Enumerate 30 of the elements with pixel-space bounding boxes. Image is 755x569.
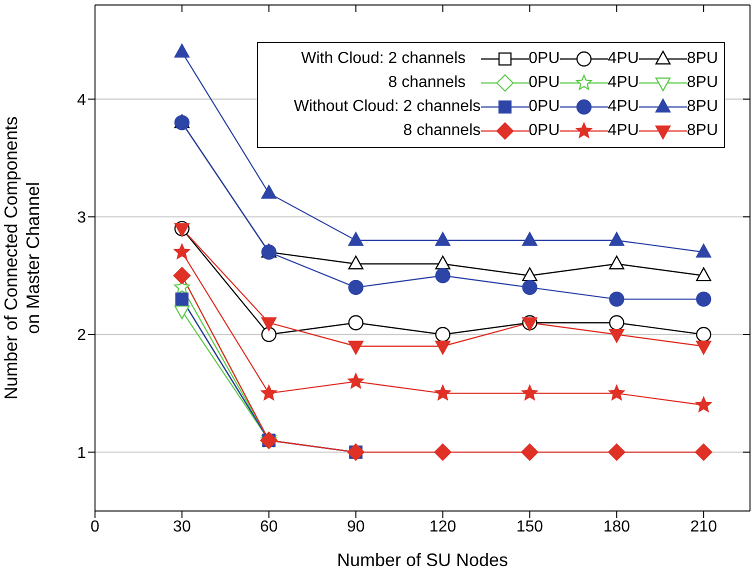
x-tick-label: 210 bbox=[690, 518, 718, 536]
legend-label: 8PU bbox=[686, 98, 718, 116]
x-axis-title: Number of SU Nodes bbox=[336, 550, 508, 569]
annotation: With Cloud: 2 channels bbox=[300, 50, 467, 68]
y-tick-label: 1 bbox=[77, 444, 86, 462]
legend-label: 0PU bbox=[528, 122, 560, 140]
x-tick-label: 180 bbox=[603, 518, 630, 536]
x-tick-label: 150 bbox=[516, 518, 544, 536]
legend-label: 4PU bbox=[608, 122, 639, 140]
legend-label: 0PU bbox=[528, 74, 560, 92]
x-tick-label: 60 bbox=[260, 518, 278, 536]
legend-label: 4PU bbox=[608, 74, 639, 92]
legend-label: 4PU bbox=[608, 98, 639, 116]
legend-label: 8PU bbox=[686, 74, 718, 92]
legend-label: 0PU bbox=[528, 50, 560, 68]
legend-label: 8PU bbox=[686, 122, 718, 140]
y-axis-title: Number of Connected Components on Master Channel bbox=[1, 116, 43, 400]
y-tick-label: 3 bbox=[77, 209, 86, 226]
x-tick-label: 90 bbox=[346, 518, 365, 536]
legend-label: 8PU bbox=[686, 50, 718, 68]
annotation: 8 channels bbox=[402, 122, 481, 140]
x-tick-label: 30 bbox=[173, 518, 191, 536]
x-tick-label: 0 bbox=[90, 518, 100, 536]
annotation: 8 channels bbox=[387, 74, 467, 92]
y-tick-label: 2 bbox=[77, 327, 86, 344]
x-tick-label: 120 bbox=[429, 518, 456, 536]
annotation: Without Cloud: 2 channels bbox=[292, 98, 481, 116]
legend-label: 0PU bbox=[528, 98, 560, 116]
legend-label: 4PU bbox=[608, 50, 639, 68]
y-tick-label: 4 bbox=[77, 92, 86, 109]
